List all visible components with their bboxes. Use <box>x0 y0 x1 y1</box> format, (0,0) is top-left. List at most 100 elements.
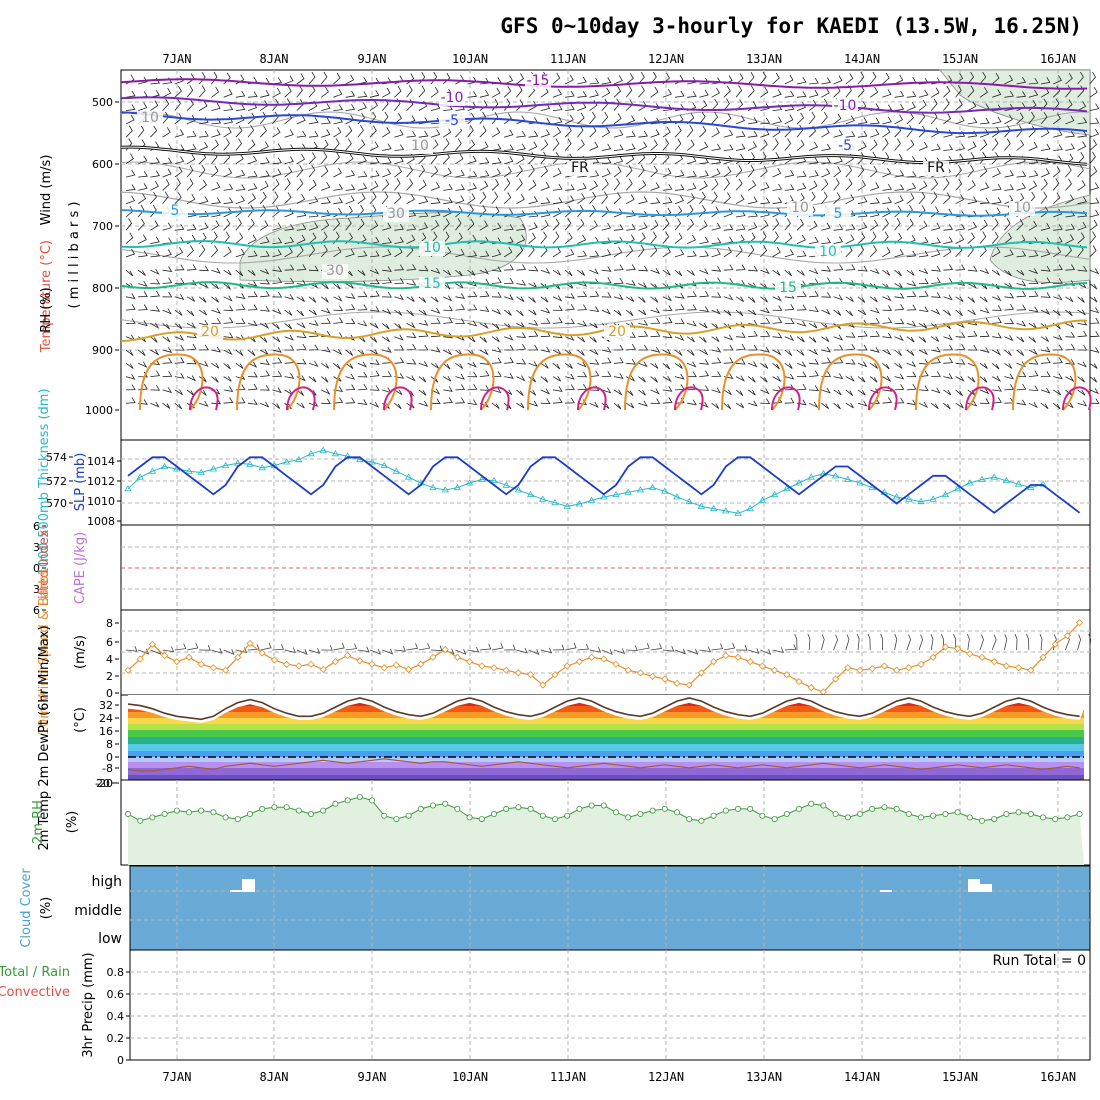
wind-barb <box>686 336 695 343</box>
wind-barb <box>796 304 807 311</box>
wind-barb <box>577 304 588 311</box>
wind-barb <box>430 165 439 178</box>
isotherm-25-loop <box>915 353 980 411</box>
wind-barb <box>247 361 258 368</box>
wind-barb <box>186 99 194 111</box>
thickness-point <box>136 473 144 480</box>
wind-barb <box>199 360 209 367</box>
wind-barb <box>882 317 893 324</box>
wind-barb <box>1089 151 1096 165</box>
wind-barb <box>796 250 807 258</box>
contour-label-bg <box>604 325 630 340</box>
wind-barb <box>394 156 404 165</box>
wind-barb <box>943 246 952 258</box>
surface-wind-barb <box>807 633 811 651</box>
thickness-label: 1000-500mb Thickness (dm) <box>37 388 52 575</box>
date-label-top: 10JAN <box>452 52 488 66</box>
wind-barb <box>967 344 978 351</box>
wind-barb <box>1077 164 1084 178</box>
wind-barb <box>369 336 378 343</box>
wind-barb <box>199 222 209 231</box>
wind-barb <box>382 291 392 298</box>
wind-barb <box>1089 103 1100 111</box>
wind-barb <box>442 362 451 370</box>
wind-barb <box>235 362 244 369</box>
wind-barb <box>174 294 185 300</box>
wind-barb <box>540 139 549 151</box>
wind-barb <box>418 85 426 98</box>
wind-barb <box>735 358 746 365</box>
wind-barb <box>1053 264 1063 271</box>
wind-barb <box>906 102 916 111</box>
wind-barb <box>1077 85 1085 98</box>
wind-barb <box>650 86 659 98</box>
wind-barb <box>223 305 234 312</box>
wind-barb <box>357 361 368 368</box>
wind-barb <box>321 307 331 314</box>
wind-barb <box>662 167 672 178</box>
wind-barb <box>504 129 514 138</box>
wind-barb <box>869 231 877 244</box>
wind-barb <box>125 362 134 369</box>
wind-barb <box>211 102 221 111</box>
y-tick-label: 900 <box>92 344 113 357</box>
temp2m-label: 2m Temp 2m DewPt (6hr Min/Max) <box>37 625 52 850</box>
wind-barb <box>772 197 783 205</box>
wind-barb <box>1077 232 1085 244</box>
wind-barb <box>394 85 402 98</box>
rh-point <box>869 805 876 812</box>
wind-barb <box>467 371 478 378</box>
wind-barb <box>638 296 646 303</box>
wind-barb <box>1077 130 1088 138</box>
wind-barb <box>198 85 206 98</box>
wind-barb <box>760 330 771 338</box>
wind-barb <box>260 250 270 258</box>
wind-barb <box>430 346 441 353</box>
wind-barb <box>601 266 612 272</box>
wind-barb <box>1016 371 1027 377</box>
wind-speed-point <box>893 666 901 674</box>
wind-barb <box>1004 138 1011 151</box>
wind-barb <box>918 99 927 111</box>
wind-barb <box>540 165 549 178</box>
wind-barb <box>345 184 356 191</box>
wind-barb <box>138 183 148 191</box>
rh-point <box>185 809 192 816</box>
surface-wind-barb <box>162 646 175 653</box>
wind-barb <box>260 180 269 191</box>
wind-barb <box>418 376 427 383</box>
wind-barb <box>503 113 512 125</box>
thickness-point <box>758 496 767 503</box>
wind-barb <box>174 264 185 271</box>
wind-barb <box>699 236 709 244</box>
wind-barb <box>662 269 671 276</box>
wind-barb <box>979 231 987 244</box>
wind-barb <box>162 98 170 111</box>
wind-barb <box>699 370 710 377</box>
surface-wind-barb <box>918 634 924 651</box>
wind-barb <box>869 71 877 85</box>
wind-barb <box>162 370 173 377</box>
wind-barb <box>869 376 878 383</box>
wind-barb <box>1040 265 1051 272</box>
isotherm-30-loop <box>189 386 219 411</box>
contour-label: 10 <box>1013 200 1031 216</box>
wind-barb <box>320 283 329 290</box>
wind-barb <box>589 170 600 178</box>
wind-barb <box>308 71 316 85</box>
wind-barb <box>638 330 649 338</box>
wind-barb <box>674 195 684 205</box>
thickness-point <box>404 473 413 480</box>
wind-barb <box>930 206 939 218</box>
wind-barb <box>711 222 721 231</box>
thickness-point <box>319 446 327 453</box>
wind-barb <box>442 246 452 258</box>
wind-barb <box>699 157 709 165</box>
wind-barb <box>223 362 231 370</box>
wind-barb <box>906 112 914 125</box>
surface-wind-barb <box>699 646 711 652</box>
surface-wind-barb <box>1088 633 1092 651</box>
wind-barb <box>821 265 832 272</box>
wind-barb <box>955 164 962 178</box>
rh-point <box>442 800 449 807</box>
